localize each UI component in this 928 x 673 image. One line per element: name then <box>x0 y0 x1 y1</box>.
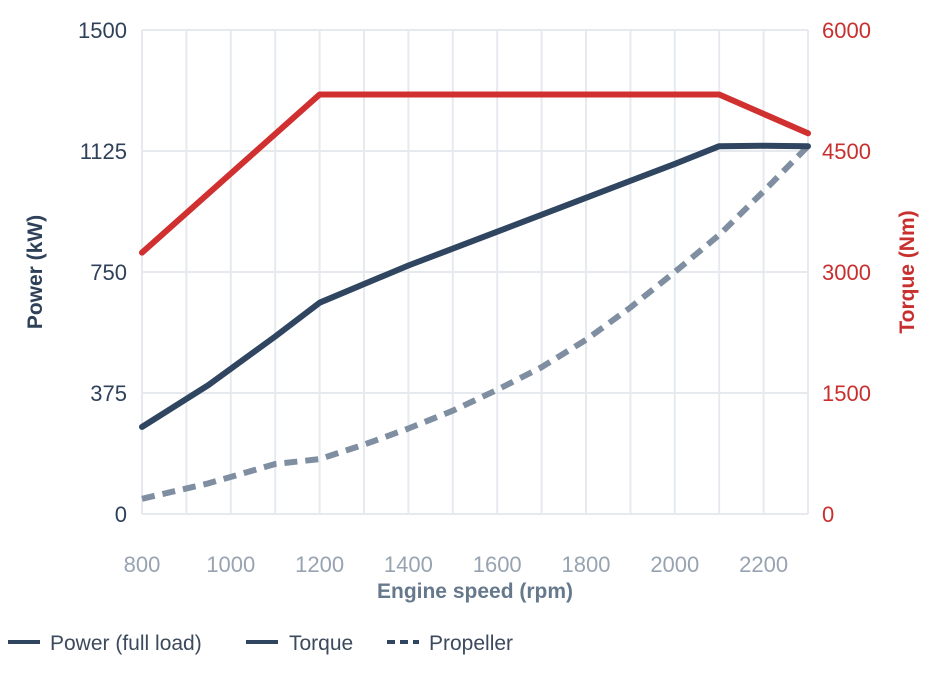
legend-label-torque: Torque <box>289 632 353 655</box>
x-tick-label: 1600 <box>473 552 522 577</box>
y-tick-label-right: 6000 <box>822 18 871 43</box>
y-tick-label-right: 4500 <box>822 139 871 164</box>
x-tick-label: 800 <box>124 552 161 577</box>
x-tick-label: 1200 <box>295 552 344 577</box>
legend: Power (full load) Torque Propeller <box>8 632 513 655</box>
grid <box>141 29 809 515</box>
y-tick-label-left: 750 <box>90 260 127 285</box>
y-axis-title-right: Torque (Nm) <box>896 210 919 333</box>
x-tick-label: 1000 <box>206 552 255 577</box>
y-tick-label-left: 0 <box>115 502 127 527</box>
y-tick-label-left: 1125 <box>80 139 127 164</box>
legend-label-propeller: Propeller <box>429 632 513 655</box>
x-axis-title: Engine speed (rpm) <box>377 580 573 603</box>
y-tick-label-right: 0 <box>822 502 834 527</box>
x-tick-label: 2000 <box>650 552 699 577</box>
y-axis-title-left: Power (kW) <box>24 215 47 329</box>
y-tick-label-right: 1500 <box>822 381 871 406</box>
x-tick-label: 1400 <box>384 552 433 577</box>
y-tick-label-left: 1500 <box>78 18 127 43</box>
tick-labels: 800 1000 1200 1400 1600 1800 2000 2200 0 0 375 1500… <box>78 18 871 577</box>
x-tick-label: 1800 <box>562 552 611 577</box>
y-tick-label-left: 375 <box>90 381 127 406</box>
series-line-torque <box>139 91 811 256</box>
series-line-propeller <box>141 144 811 502</box>
series-layer <box>139 91 811 502</box>
y-tick-label-right: 3000 <box>822 260 871 285</box>
legend-label-power: Power (full load) <box>50 632 202 655</box>
x-tick-label: 2200 <box>739 552 788 577</box>
series-line-power-full-load <box>139 142 811 430</box>
